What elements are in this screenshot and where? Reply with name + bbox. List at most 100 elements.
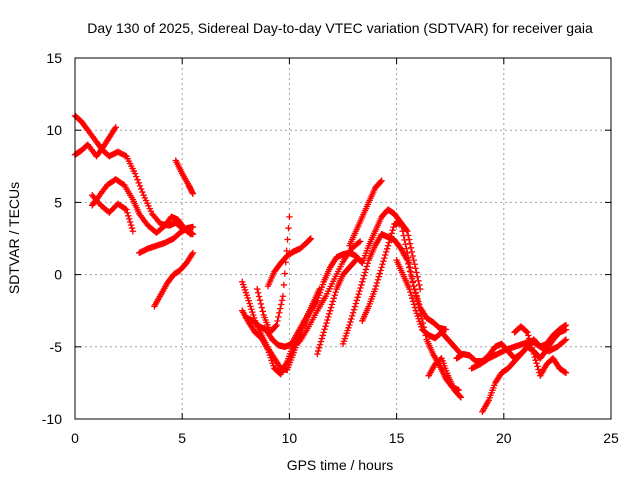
- data-point: [414, 296, 421, 304]
- data-point: [318, 335, 326, 342]
- data-point: [131, 170, 139, 177]
- x-tick-label: 10: [282, 430, 298, 446]
- data-point: [380, 257, 387, 265]
- series-arc-11: [254, 213, 293, 336]
- data-point: [275, 313, 282, 321]
- data-point: [332, 288, 339, 296]
- data-point: [281, 270, 289, 277]
- data-point: [139, 188, 146, 196]
- y-tick-label: 5: [54, 194, 62, 210]
- data-point: [278, 297, 286, 304]
- data-point: [406, 285, 413, 293]
- data-point: [532, 357, 539, 364]
- data-point: [349, 309, 357, 316]
- data-point: [523, 328, 530, 335]
- data-point: [361, 269, 369, 276]
- series-arc-5: [136, 223, 197, 257]
- data-point: [414, 273, 421, 280]
- series-arc-19: [425, 355, 465, 401]
- data-point: [403, 226, 410, 234]
- data-point: [413, 269, 420, 276]
- data-point: [363, 263, 371, 270]
- series-arc-4: [88, 191, 137, 235]
- data-point: [355, 239, 363, 246]
- data-point: [415, 277, 422, 284]
- data-point: [379, 261, 386, 268]
- data-point: [351, 257, 359, 265]
- data-point: [314, 350, 321, 358]
- data-point: [320, 329, 327, 336]
- data-point: [375, 273, 383, 280]
- data-point: [408, 275, 416, 282]
- series-arc-12: [264, 235, 315, 290]
- data-point: [322, 322, 329, 330]
- data-point: [411, 304, 419, 311]
- data-point: [364, 260, 372, 267]
- x-tick-label: 0: [71, 430, 79, 446]
- data-point: [189, 249, 197, 257]
- data-point: [524, 329, 531, 336]
- data-point: [562, 369, 570, 376]
- data-point: [247, 303, 254, 310]
- data-point: [535, 366, 542, 373]
- data-point: [403, 245, 410, 252]
- data-point: [408, 292, 415, 299]
- x-axis-label: GPS time / hours: [287, 457, 394, 473]
- data-point: [259, 308, 266, 315]
- y-axis-label: SDTVAR / TECUs: [6, 182, 22, 294]
- data-point: [533, 360, 540, 367]
- data-point: [352, 256, 360, 264]
- x-tick-label: 5: [178, 430, 186, 446]
- data-point: [133, 173, 140, 180]
- data-point: [351, 303, 359, 310]
- data-point: [529, 347, 537, 355]
- data-point: [407, 288, 414, 296]
- data-point: [390, 223, 397, 231]
- data-point: [406, 268, 414, 275]
- data-point: [248, 306, 255, 313]
- data-point: [124, 209, 131, 216]
- data-point: [373, 279, 381, 287]
- data-point: [136, 182, 144, 190]
- series-arc-14: [314, 256, 360, 358]
- data-point: [377, 178, 384, 185]
- data-point: [346, 321, 353, 329]
- data-point: [347, 318, 354, 326]
- data-point: [245, 297, 252, 304]
- y-tick-label: -10: [42, 411, 62, 427]
- data-point: [134, 176, 141, 183]
- data-point: [409, 295, 416, 302]
- data-point: [387, 233, 394, 240]
- data-point: [374, 276, 382, 283]
- data-point: [122, 205, 129, 212]
- data-point: [273, 321, 280, 329]
- data-point: [112, 124, 119, 131]
- data-point: [126, 215, 133, 223]
- data-point: [274, 317, 281, 325]
- data-point: [326, 310, 333, 317]
- data-point: [409, 298, 417, 305]
- series-arc-22: [511, 323, 570, 379]
- data-point: [406, 240, 414, 247]
- data-point: [128, 224, 136, 232]
- data-point: [350, 306, 358, 313]
- data-point: [404, 256, 411, 264]
- data-point: [377, 267, 384, 274]
- data-point: [325, 313, 332, 321]
- data-point: [250, 311, 257, 319]
- data-point: [326, 307, 334, 314]
- data-point: [528, 344, 536, 352]
- data-point: [404, 228, 411, 235]
- data-point: [410, 282, 417, 290]
- data-point: [562, 321, 570, 329]
- series-arc-2: [71, 124, 119, 160]
- data-point: [362, 266, 370, 273]
- data-point: [314, 347, 322, 355]
- y-tick-label: 15: [46, 50, 62, 66]
- data-point: [127, 221, 135, 229]
- data-point: [324, 316, 331, 324]
- data-point: [388, 230, 395, 237]
- data-point: [321, 326, 328, 333]
